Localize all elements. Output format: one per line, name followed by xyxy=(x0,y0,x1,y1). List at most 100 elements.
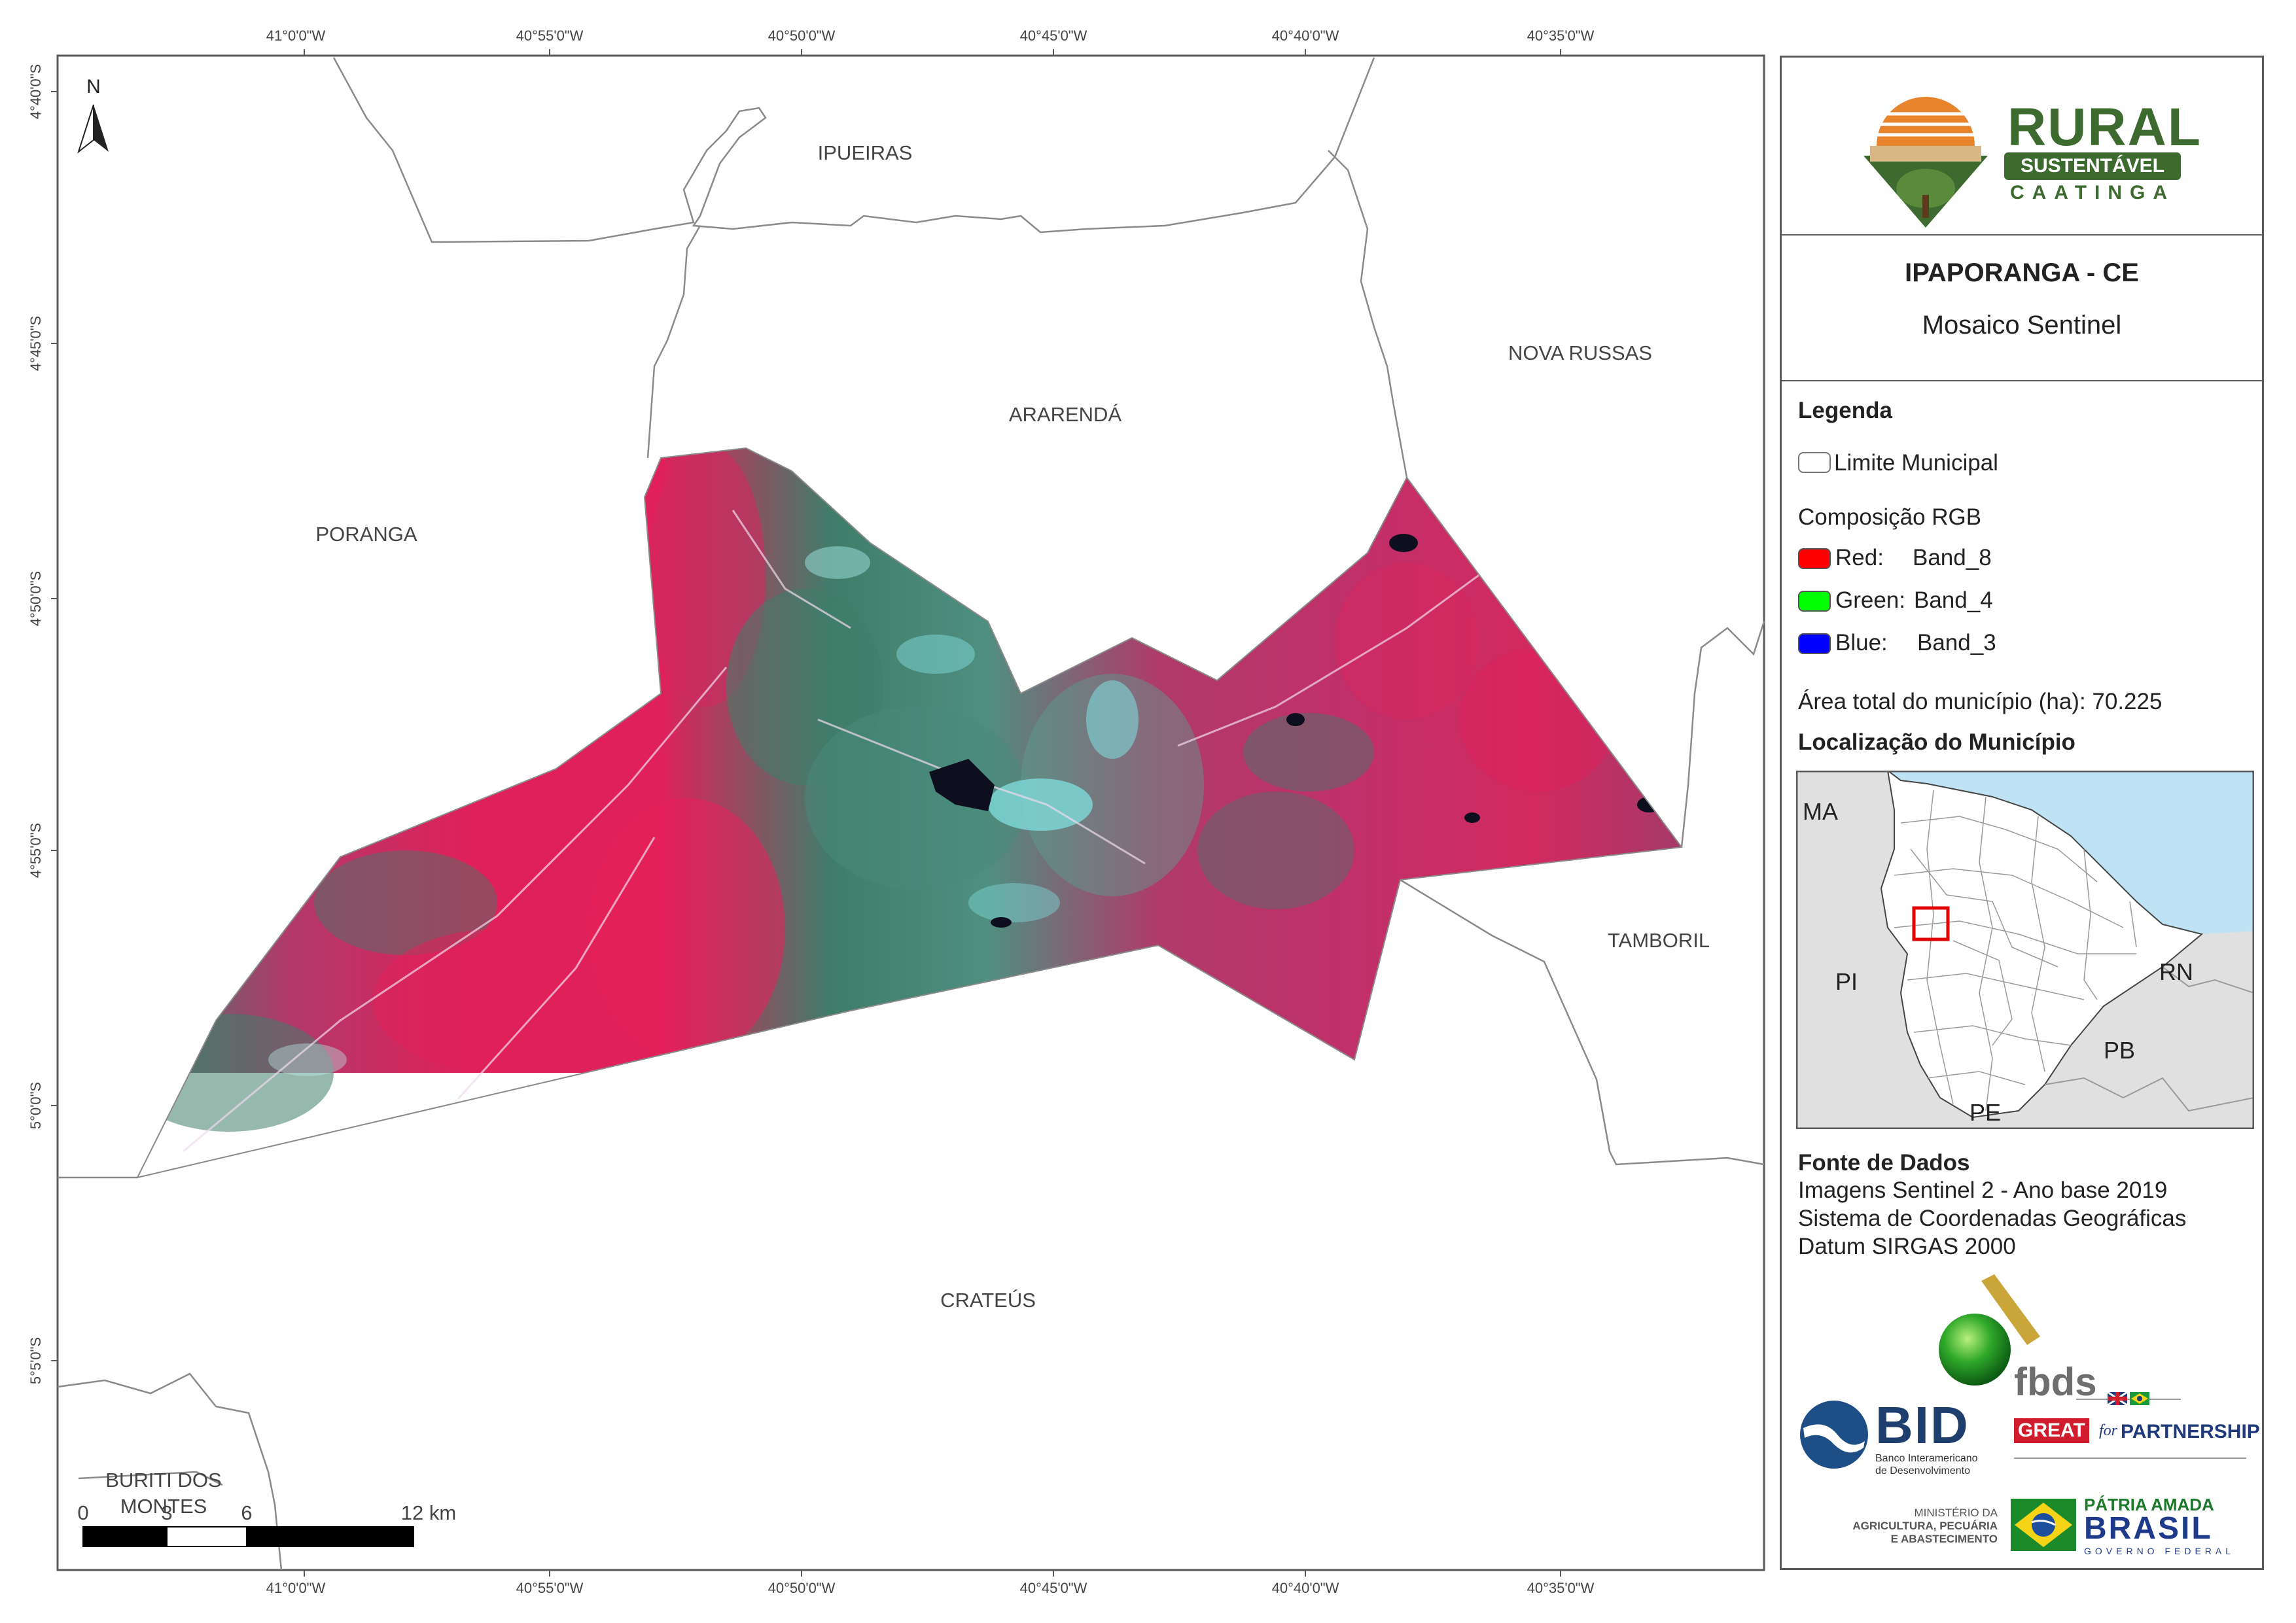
red-band-swatch xyxy=(1798,548,1831,569)
legend-panel: RURAL SUSTENTÁVEL CAATINGA IPAPORANGA - … xyxy=(1780,56,2264,1570)
great-bottom-rule xyxy=(2014,1457,2246,1459)
blue-channel-label: Blue: xyxy=(1835,630,1888,655)
logo-line-2: SUSTENTÁVEL xyxy=(2004,152,2181,180)
locator-inset-map: MA PI RN PB PE xyxy=(1796,771,2254,1129)
lat-tick-5: 5°0'0"S xyxy=(27,1082,44,1129)
bid-sub-1: Banco Interamericano xyxy=(1875,1453,1978,1464)
map-subtitle: Mosaico Sentinel xyxy=(1922,311,2122,340)
scale-label-6: 6 xyxy=(241,1501,252,1524)
blue-band-label: Band_3 xyxy=(1917,630,1996,655)
lon-tick-bottom-2: 40°55'0"W xyxy=(516,1580,584,1596)
inset-label-pi: PI xyxy=(1835,968,1858,995)
inset-label-rn: RN xyxy=(2159,958,2193,985)
lat-tick-2: 4°45'0"S xyxy=(27,316,44,371)
fbds-text: fbds xyxy=(2014,1360,2097,1404)
ministry-line-3: E ABASTECIMENTO xyxy=(1890,1533,1998,1545)
brasil-text: BRASIL xyxy=(2084,1511,2213,1546)
north-arrow-label: N xyxy=(86,76,101,97)
governo-federal-text: GOVERNO FEDERAL xyxy=(2084,1546,2235,1556)
bid-sub-2: de Desenvolvimento xyxy=(1875,1465,1970,1476)
legend-boundary-label: Limite Municipal xyxy=(1834,450,1998,476)
great-for-text: for xyxy=(2099,1422,2118,1439)
brasil-governo-logo: PÁTRIA AMADA BRASIL GOVERNO FEDERAL xyxy=(2011,1493,2246,1559)
ministry-line-2: AGRICULTURA, PECUÁRIA xyxy=(1852,1520,1998,1532)
fbds-sphere-icon xyxy=(1939,1274,2040,1386)
caatinga-emblem-icon xyxy=(1863,97,1988,228)
scale-segment-3 xyxy=(246,1526,414,1547)
great-top-rule xyxy=(2076,1399,2181,1400)
ministry-text-block: MINISTÉRIO DA AGRICULTURA, PECUÁRIA E AB… xyxy=(1801,1507,1998,1546)
lon-tick-top-6: 40°35'0"W xyxy=(1527,27,1595,44)
place-crateus: CRATEÚS xyxy=(940,1289,1036,1312)
brasil-flag-icon xyxy=(2011,1499,2076,1551)
great-partnership-text: PARTNERSHIP xyxy=(2121,1421,2260,1442)
source-line-3: Datum SIRGAS 2000 xyxy=(1798,1234,2016,1259)
north-arrow-right-icon xyxy=(94,105,109,152)
lon-tick-top-5: 40°40'0"W xyxy=(1272,27,1339,44)
red-band-label: Band_8 xyxy=(1913,545,1992,570)
rural-sustentavel-logo: RURAL SUSTENTÁVEL CAATINGA xyxy=(1782,58,2262,234)
ipaporanga-boundary xyxy=(136,447,1683,1179)
place-buriti-line2: MONTES xyxy=(120,1495,207,1518)
inset-label-pb: PB xyxy=(2104,1037,2135,1064)
lon-tick-top-1: 41°0'0"W xyxy=(266,27,326,44)
place-ararenda: ARARENDÁ xyxy=(1009,403,1122,426)
lat-tick-3: 4°50'0"S xyxy=(27,571,44,626)
fbds-logo: fbds xyxy=(1929,1274,2099,1425)
lat-tick-4: 4°55'0"S xyxy=(27,823,44,878)
place-nova-russas: NOVA RUSSAS xyxy=(1508,341,1652,364)
map-view[interactable]: 41°0'0"W 40°55'0"W 40°50'0"W 40°45'0"W 4… xyxy=(0,0,1773,1623)
lon-tick-top-4: 40°45'0"W xyxy=(1020,27,1087,44)
place-poranga: PORANGA xyxy=(315,523,417,546)
scale-label-12: 12 km xyxy=(401,1501,456,1524)
map-title: IPAPORANGA - CE xyxy=(1905,258,2139,287)
inset-label-pe: PE xyxy=(1969,1099,2001,1126)
green-band-label: Band_4 xyxy=(1914,587,1993,613)
scale-segment-1 xyxy=(82,1526,168,1547)
legend-heading: Legenda xyxy=(1798,398,1892,423)
green-channel-label: Green: xyxy=(1835,587,1905,613)
lat-tick-1: 4°40'0"S xyxy=(27,64,44,119)
green-band-swatch xyxy=(1798,591,1831,612)
bid-text: BID xyxy=(1875,1396,1969,1454)
municipal-boundaries xyxy=(57,57,1765,1571)
municipal-limit-swatch xyxy=(1798,452,1831,473)
scale-label-3: 3 xyxy=(161,1501,172,1524)
source-line-2: Sistema de Coordenadas Geográficas xyxy=(1798,1206,2187,1231)
logo-line-1: RURAL xyxy=(2007,97,2202,157)
patria-amada-text: PÁTRIA AMADA xyxy=(2084,1495,2214,1514)
red-channel-label: Red: xyxy=(1835,545,1884,570)
great-partnership-logo: GREAT for PARTNERSHIP xyxy=(2011,1392,2260,1477)
graticule-ticks xyxy=(51,49,1561,1577)
municipality-locator-box xyxy=(1912,906,1950,941)
lon-tick-bottom-4: 40°45'0"W xyxy=(1020,1580,1087,1596)
scale-label-0: 0 xyxy=(77,1501,88,1524)
location-heading: Localização do Município xyxy=(1798,729,2075,755)
separator xyxy=(1782,380,2262,381)
rgb-heading: Composição RGB xyxy=(1798,504,1982,530)
place-tamboril: TAMBORIL xyxy=(1608,929,1710,952)
lon-tick-bottom-6: 40°35'0"W xyxy=(1527,1580,1595,1596)
blue-band-swatch xyxy=(1798,633,1831,654)
lon-tick-top-2: 40°55'0"W xyxy=(516,27,584,44)
lon-tick-bottom-3: 40°50'0"W xyxy=(768,1580,836,1596)
great-text: GREAT xyxy=(2014,1418,2089,1443)
ministry-line-1: MINISTÉRIO DA xyxy=(1914,1507,1998,1519)
lon-tick-top-3: 40°50'0"W xyxy=(768,27,836,44)
north-arrow: N xyxy=(77,76,109,154)
logo-line-3: CAATINGA xyxy=(2009,182,2176,203)
ceara-municipal-grid xyxy=(1894,790,2137,1111)
bid-logo: BID Banco Interamericano de Desenvolvime… xyxy=(1798,1392,2007,1477)
area-total: Área total do município (ha): 70.225 xyxy=(1798,689,2163,714)
bid-globe-icon xyxy=(1800,1401,1868,1469)
lon-tick-bottom-5: 40°40'0"W xyxy=(1272,1580,1339,1596)
source-line-1: Imagens Sentinel 2 - Ano base 2019 xyxy=(1798,1178,2168,1203)
separator xyxy=(1782,234,2262,236)
uk-brazil-flags-icon xyxy=(2108,1392,2149,1405)
place-ipueiras: IPUEIRAS xyxy=(818,141,913,164)
lon-tick-bottom-1: 41°0'0"W xyxy=(266,1580,326,1596)
place-buriti-line1: BURITI DOS xyxy=(105,1469,221,1492)
scale-bar: 0 3 6 12 km xyxy=(77,1501,456,1547)
inset-label-ma: MA xyxy=(1803,798,1838,825)
lat-tick-6: 5°5'0"S xyxy=(27,1337,44,1384)
